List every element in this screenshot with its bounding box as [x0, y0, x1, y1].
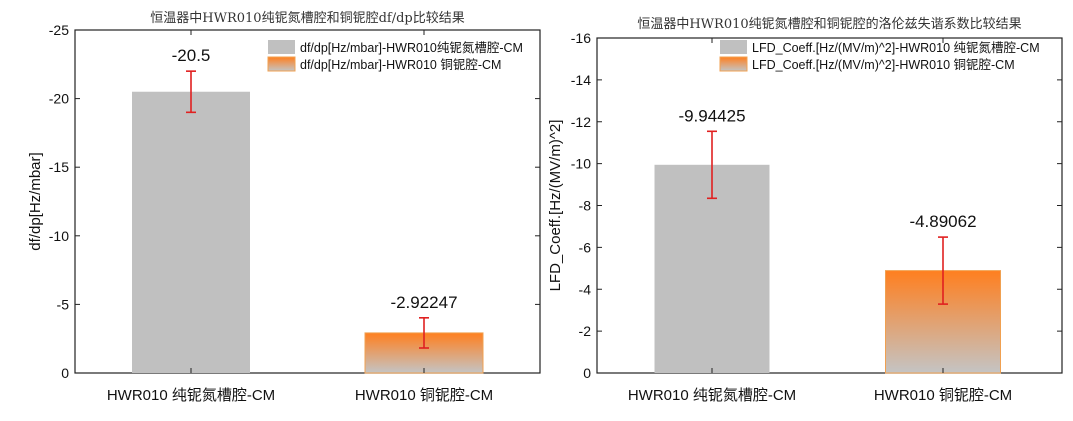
legend-swatch-2: [267, 56, 296, 72]
legend-entry: df/dp[Hz/mbar]-HWR010纯铌氮槽腔-CM: [300, 40, 523, 55]
data-label: -9.94425: [678, 106, 745, 125]
legend-entry: LFD_Coeff.[Hz/(MV/m)^2]-HWR010 铜铌腔-CM: [752, 57, 1015, 72]
y-tick-label: -5: [57, 296, 70, 312]
y-tick-label: -15: [49, 159, 69, 175]
y-tick-label: 0: [61, 365, 69, 381]
y-tick-label: -6: [579, 239, 592, 255]
y-tick-label: -16: [571, 30, 591, 46]
y-tick-label: -2: [579, 323, 592, 339]
chart-title: 恒温器中HWR010纯铌氮槽腔和铜铌腔的洛伦兹失谐系数比较结果: [637, 16, 1021, 32]
legend-swatch-1: [720, 40, 747, 54]
x-category-label: HWR010 铜铌腔-CM: [355, 387, 493, 404]
y-tick-label: -12: [571, 114, 591, 130]
y-axis-label: LFD_Coeff.[Hz/(MV/m)^2]: [547, 120, 564, 292]
data-label: -20.5: [172, 46, 211, 65]
y-tick-label: -10: [49, 228, 69, 244]
plot-frame: [74, 29, 541, 374]
data-label: -4.89062: [909, 212, 976, 231]
x-category-label: HWR010 纯铌氮槽腔-CM: [628, 387, 796, 404]
x-category-label: HWR010 纯铌氮槽腔-CM: [107, 387, 275, 404]
y-tick-label: -25: [49, 22, 69, 38]
chart-title: 恒温器中HWR010纯铌氮槽腔和铜铌腔df/dp比较结果: [150, 11, 464, 26]
legend-entry: LFD_Coeff.[Hz/(MV/m)^2]-HWR010 纯铌氮槽腔-CM: [752, 40, 1040, 55]
y-tick-label: -20: [49, 91, 69, 107]
bar-1: [654, 164, 770, 373]
data-label: -2.92247: [390, 293, 457, 312]
x-category-label: HWR010 铜铌腔-CM: [874, 387, 1012, 404]
legend-swatch-1: [268, 40, 295, 54]
legend-swatch-2: [719, 56, 748, 72]
y-tick-label: -8: [579, 198, 592, 214]
y-axis-label: df/dp[Hz/mbar]: [27, 152, 44, 250]
y-tick-label: 0: [583, 365, 591, 381]
y-tick-label: -10: [571, 156, 591, 172]
y-tick-label: -14: [571, 72, 591, 88]
bar-1: [132, 91, 250, 374]
y-tick-label: -4: [579, 281, 592, 297]
legend-entry: df/dp[Hz/mbar]-HWR010 铜铌腔-CM: [300, 57, 501, 72]
